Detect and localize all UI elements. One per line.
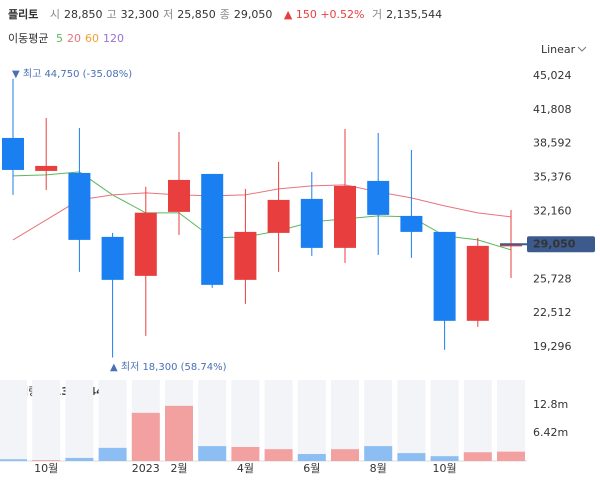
- x-tick-label: 2023: [132, 462, 160, 475]
- summary-label: 시: [49, 8, 60, 21]
- summary: 시 28,850 고 32,300 저 25,850 종 29,050: [50, 8, 277, 21]
- volume-bar: [397, 453, 426, 461]
- change: ▲ 150 +0.52%: [283, 8, 365, 21]
- y-tick-label: 38,592: [533, 137, 572, 150]
- volume-column-bg: [497, 380, 525, 461]
- volume-column-bg: [397, 380, 426, 461]
- volume-column-bg: [364, 380, 393, 461]
- ma-line: [12, 171, 512, 251]
- volume-title: 거래량 2,135,544: [8, 385, 104, 398]
- y-tick-label: 41,808: [533, 103, 572, 116]
- candle-body: [367, 180, 390, 215]
- volume-bar: [264, 449, 293, 461]
- scale-button[interactable]: Linear: [541, 43, 576, 56]
- ma-legend: 이동평균 5 20 60 120: [8, 30, 128, 46]
- volume-bar: [0, 459, 27, 461]
- y-tick-label: 19,296: [533, 340, 572, 353]
- volume-bar: [32, 460, 61, 461]
- candle-body: [433, 231, 456, 321]
- x-tick-label: 4월: [237, 462, 254, 475]
- candle-body: [2, 137, 24, 170]
- header: 플리토 시 28,850 고 32,300 저 25,850 종 29,050 ▲ 150 +…: [8, 6, 446, 22]
- volume-column-bg: [198, 380, 227, 461]
- volume-bar: [165, 405, 193, 461]
- volume-column-bg: [0, 380, 27, 461]
- candle-body: [466, 245, 489, 321]
- volume-bar: [364, 446, 393, 461]
- x-tick-label: 8월: [370, 462, 387, 475]
- last-price-label: 29,050: [533, 237, 576, 250]
- stock-name: 플리토: [8, 8, 39, 21]
- x-tick-label: 2월: [170, 462, 187, 475]
- ma-legend-item: 20: [66, 32, 81, 45]
- y-tick-label: 25,728: [533, 272, 572, 285]
- candle-body: [68, 172, 91, 240]
- candle-body: [201, 173, 224, 285]
- volume-bar: [463, 452, 492, 461]
- volume-tick-label: 6.42m: [533, 426, 568, 439]
- volume-column-bg: [165, 380, 193, 461]
- y-tick-label: 22,512: [533, 306, 572, 319]
- y-tick-label: 32,160: [533, 205, 572, 218]
- x-tick-label: 6월: [303, 462, 320, 475]
- candle-body: [101, 236, 124, 280]
- candle-body: [400, 215, 423, 232]
- summary-value: 29,050: [233, 8, 273, 21]
- candle-body: [234, 231, 257, 280]
- volume-column-bg: [264, 380, 293, 461]
- volume-bar: [231, 446, 260, 461]
- ma-legend-item: 120: [102, 32, 124, 45]
- candle-body: [35, 165, 58, 171]
- volume-column-bg: [331, 380, 359, 461]
- volume-column-bg: [297, 380, 326, 461]
- dropdown-icon: [577, 46, 587, 52]
- summary-label: 저: [163, 8, 174, 21]
- ma-legend-item: 5: [55, 32, 63, 45]
- volume-column-bg: [131, 380, 160, 461]
- min-annotation: ▲ 최저 18,300 (58.74%): [110, 361, 227, 373]
- candle-body: [168, 179, 190, 212]
- candle-body: [134, 212, 157, 276]
- ma-line: [12, 184, 512, 241]
- volume-bar: [297, 453, 326, 461]
- volume-column-bg: [98, 380, 127, 461]
- volume-label: 거: [371, 8, 383, 21]
- volume-bar: [131, 412, 160, 461]
- ma-legend-item: 60: [84, 32, 99, 45]
- summary-label: 고: [106, 8, 117, 21]
- volume-bar: [331, 449, 359, 461]
- volume-column-bg: [430, 380, 459, 461]
- last-price-box: [527, 236, 595, 253]
- volume-title-label: 거래량: [8, 385, 38, 398]
- volume-bar: [98, 447, 127, 461]
- summary-value: 25,850: [177, 8, 216, 21]
- candle-body: [334, 185, 356, 248]
- y-tick-label: 35,376: [533, 171, 572, 184]
- volume-value: 2,135,544: [386, 8, 443, 21]
- volume-title-value: 2,135,544: [42, 385, 104, 398]
- summary-value: 32,300: [120, 8, 160, 21]
- summary-value: 28,850: [64, 8, 103, 21]
- y-tick-label: 45,024: [533, 69, 572, 82]
- volume-bar: [497, 451, 525, 461]
- volume-column-bg: [32, 380, 61, 461]
- volume-column-bg: [231, 380, 260, 461]
- volume-column-bg: [65, 380, 94, 461]
- x-tick-label: 10월: [433, 462, 457, 475]
- max-annotation: ▼ 최고 44,750 (-35.08%): [12, 68, 132, 80]
- candle-body: [300, 198, 323, 248]
- volume-bar: [430, 456, 459, 461]
- candle-body: [267, 199, 290, 233]
- x-tick-label: 10월: [34, 462, 58, 475]
- ma-label: 이동평균: [8, 32, 49, 45]
- volume-column-bg: [463, 380, 492, 461]
- volume-bar: [198, 446, 227, 461]
- volume-bar: [65, 457, 94, 461]
- volume-tick-label: 12.8m: [533, 398, 568, 411]
- candle-body: [500, 244, 522, 247]
- summary-label: 종: [219, 8, 230, 21]
